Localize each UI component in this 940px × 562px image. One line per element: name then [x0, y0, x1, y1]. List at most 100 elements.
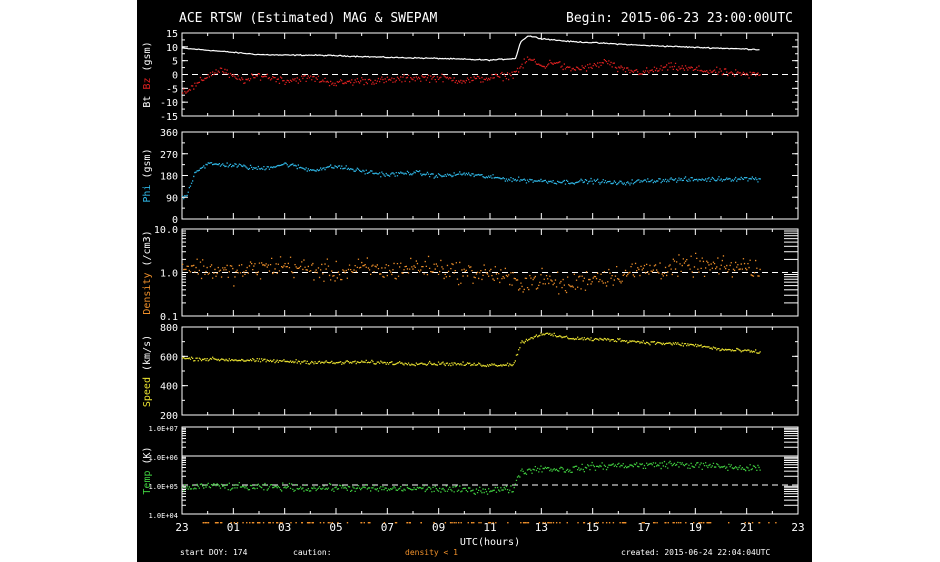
density-caution-marker — [295, 522, 297, 524]
xtick-label: 17 — [637, 521, 650, 534]
density-caution-marker — [623, 522, 625, 524]
start-doy: start DOY: 174 — [180, 548, 248, 557]
xtick-label: 15 — [586, 521, 599, 534]
density-caution-marker — [492, 522, 494, 524]
series-phi — [182, 162, 761, 200]
caution-label: caution: — [293, 548, 332, 557]
density-caution-marker — [230, 522, 232, 524]
density-caution-marker — [748, 522, 750, 524]
density-caution-marker — [281, 522, 283, 524]
density-caution-marker — [727, 522, 730, 524]
density-caution-marker — [520, 522, 522, 524]
ytick-label-bt-bz: -15 — [160, 112, 178, 123]
density-caution-marker — [641, 522, 644, 524]
ace-rtsw-chart: 15 10 5 0 -5 -10 -15 Bt Bz (gsm) 360 270 180 90 0 Phi… — [142, 29, 805, 548]
series-temp — [182, 460, 761, 495]
density-caution-marker — [444, 522, 447, 524]
density-caution-marker — [642, 522, 644, 524]
ytick-label-speed: 600 — [160, 352, 178, 363]
ylabel-part: (gsm) — [142, 148, 153, 184]
density-caution-marker — [552, 522, 555, 524]
density-caution-marker — [550, 522, 552, 524]
series-density — [182, 252, 761, 295]
density-caution-marker — [242, 522, 244, 524]
density-caution-marker — [654, 522, 656, 524]
xtick-label: 23 — [791, 521, 804, 534]
xtick-label: 09 — [432, 521, 445, 534]
density-caution-marker — [547, 522, 549, 524]
density-caution-marker — [595, 522, 597, 524]
density-caution-marker — [395, 522, 398, 524]
density-caution-marker — [656, 522, 658, 524]
density-caution-marker — [527, 522, 530, 524]
density-caution-marker — [758, 522, 760, 524]
density-caution-marker — [312, 522, 314, 524]
ylabel-part: Density — [142, 273, 153, 315]
xtick-label: 05 — [329, 521, 342, 534]
density-caution-marker — [577, 522, 579, 524]
density-caution-marker — [707, 522, 709, 524]
density-caution-marker — [544, 522, 546, 524]
ylabel-part: Bt — [142, 96, 153, 108]
density-caution-marker — [470, 522, 473, 524]
density-caution-marker — [272, 522, 274, 524]
chart-frame: 15 10 5 0 -5 -10 -15 Bt Bz (gsm) 360 270 180 90 0 Phi… — [137, 0, 812, 562]
density-caution-note: density < 1 — [405, 548, 458, 557]
density-caution-marker — [692, 522, 695, 524]
density-caution-marker — [489, 522, 492, 524]
density-caution-marker — [205, 522, 207, 524]
density-caution-marker — [276, 522, 279, 524]
ytick-label-density: 0.1 — [160, 312, 178, 323]
density-caution-marker — [233, 522, 236, 524]
ytick-label-phi: 0 — [172, 215, 178, 226]
density-caution-marker — [409, 522, 411, 524]
density-caution-marker — [204, 522, 206, 524]
xtick-label: 19 — [689, 521, 702, 534]
ylabel-phi: Phi (gsm) — [142, 148, 153, 202]
ylabel-part: Bz — [142, 78, 153, 90]
density-caution-marker — [548, 522, 550, 524]
ytick-label-density: 1.0 — [160, 269, 178, 280]
density-caution-marker — [583, 522, 586, 524]
density-caution-marker — [290, 522, 292, 524]
density-caution-marker — [612, 522, 615, 524]
density-caution-marker — [216, 522, 218, 524]
density-caution-marker — [369, 522, 371, 524]
density-caution-marker — [327, 522, 330, 524]
ytick-label-phi: 360 — [160, 128, 178, 139]
ytick-label-temp: 1.0E+06 — [148, 454, 178, 462]
ylabel-part: Temp — [142, 471, 153, 495]
density-caution-marker — [619, 522, 621, 524]
density-caution-marker — [708, 522, 711, 524]
ytick-label-temp: 1.0E+05 — [148, 483, 178, 491]
density-caution-marker — [672, 522, 674, 524]
density-caution-marker — [309, 522, 311, 524]
density-caution-marker — [768, 522, 770, 524]
density-caution-marker — [526, 522, 528, 524]
density-caution-marker — [269, 522, 271, 524]
series-bz — [182, 56, 761, 94]
density-caution-marker — [449, 522, 452, 524]
ytick-label-bt-bz: 10 — [166, 43, 178, 54]
ytick-label-temp: 1.0E+04 — [148, 512, 178, 520]
density-caution-marker — [608, 522, 611, 524]
density-caution-marker — [538, 522, 541, 524]
xtick-label: 13 — [535, 521, 548, 534]
density-caution-marker — [275, 522, 278, 524]
density-caution-marker — [605, 522, 608, 524]
density-caution-marker — [262, 522, 265, 524]
ytick-label-speed: 800 — [160, 323, 178, 334]
density-caution-marker — [507, 522, 509, 524]
panel-box-speed — [181, 326, 799, 416]
ylabel-part: (/cm3) — [142, 230, 153, 272]
density-caution-marker — [451, 522, 453, 524]
density-caution-marker — [252, 522, 255, 524]
density-caution-marker — [467, 522, 469, 524]
ylabel-temp: Temp (K) — [142, 446, 153, 494]
density-caution-marker — [652, 522, 655, 524]
density-caution-marker — [744, 522, 746, 524]
density-caution-marker — [219, 522, 222, 524]
ytick-label-speed: 200 — [160, 411, 178, 422]
xtick-label: 07 — [381, 521, 394, 534]
ytick-label-bt-bz: -5 — [166, 84, 178, 95]
